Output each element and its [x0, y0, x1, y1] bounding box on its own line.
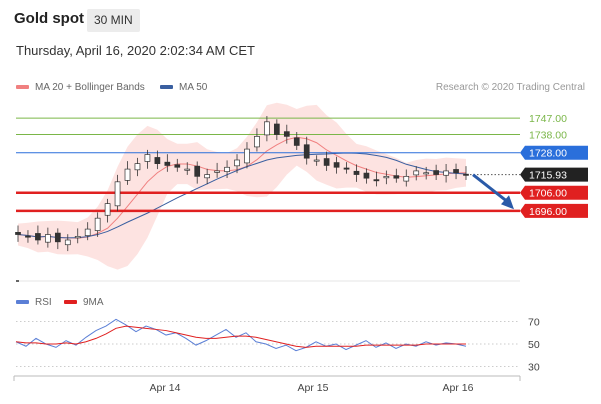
candle-body — [184, 168, 191, 171]
candle-body — [453, 169, 459, 174]
rsi-tick-30: 30 — [528, 361, 540, 373]
last-price-tag — [520, 167, 588, 182]
legend-rsi-ma: 9MA — [64, 297, 104, 308]
candle-body — [244, 148, 250, 164]
candle-body — [293, 137, 300, 146]
rsi-ma-line — [15, 325, 466, 348]
instrument-title: Gold spot — [14, 10, 84, 27]
candle-body — [25, 235, 31, 238]
candle-body — [383, 176, 390, 179]
candle-body — [104, 203, 111, 216]
candle-body — [194, 165, 201, 177]
timestamp: Thursday, April 16, 2020 2:02:34 AM CET — [16, 43, 255, 58]
level-label-1696-00: 1696.00 — [529, 206, 567, 218]
candle-body — [463, 173, 469, 176]
candle-body — [254, 136, 260, 148]
candle-body — [443, 170, 449, 176]
candle-body — [35, 233, 41, 241]
legend-ma50-label: MA 50 — [179, 82, 208, 93]
rsi-line — [15, 318, 467, 352]
candle-body — [373, 179, 380, 182]
legend-rsi-ma-label: 9MA — [83, 297, 104, 308]
bollinger-bands — [18, 102, 466, 270]
x-tick-label: Apr 15 — [298, 382, 329, 394]
credit-text: Research © 2020 Trading Central — [435, 82, 585, 93]
ma50-swatch — [160, 85, 173, 90]
candle-body — [393, 175, 400, 179]
x-tick-label: Apr 14 — [150, 382, 181, 394]
candle-body — [15, 232, 21, 235]
ma50-line — [17, 152, 467, 239]
candle-body — [343, 167, 350, 170]
candle-body — [154, 157, 161, 164]
rsi-ma-swatch — [64, 300, 77, 305]
candle-body — [303, 144, 310, 159]
level-tag-1728-00 — [520, 145, 588, 160]
candle-body — [144, 154, 151, 162]
legend-ma20: MA 20 + Bollinger Bands — [16, 82, 145, 93]
candle-body — [313, 159, 320, 162]
candle-body — [54, 232, 61, 243]
candle-body — [433, 170, 439, 175]
candle-body — [333, 162, 340, 168]
candle-body — [174, 164, 181, 168]
legend-rsi: RSI — [16, 297, 52, 308]
interval-badge[interactable]: 30 MIN — [87, 9, 140, 32]
candle-body — [413, 170, 420, 176]
candle-body — [124, 168, 131, 181]
candle-body — [423, 172, 430, 175]
candle-body — [214, 170, 220, 173]
x-tick-label: Apr 16 — [443, 382, 474, 394]
candle-body — [273, 123, 280, 135]
ma20-swatch — [16, 85, 29, 90]
candle-body — [224, 166, 230, 172]
rsi-tick-70: 70 — [528, 317, 540, 329]
candle-body — [363, 172, 370, 179]
legend-ma50: MA 50 — [160, 82, 207, 93]
rsi-swatch — [16, 300, 29, 305]
candle-body — [45, 234, 51, 243]
rsi-tick-50: 50 — [528, 339, 540, 351]
candle-body — [94, 217, 101, 231]
legend-ma20-label: MA 20 + Bollinger Bands — [35, 82, 145, 93]
legend-rsi-label: RSI — [35, 297, 52, 308]
candle-body — [283, 131, 290, 137]
candle-body — [114, 181, 121, 207]
candle-body — [134, 163, 141, 171]
forecast-arrow-head — [501, 195, 514, 210]
level-label-1738-00: 1738.00 — [529, 130, 567, 142]
candle-body — [234, 159, 240, 167]
candle-body — [64, 239, 71, 246]
candle-body — [84, 228, 91, 236]
last-price-label: 1715.93 — [529, 170, 567, 182]
level-tag-1696-00 — [520, 203, 588, 218]
candle-body — [403, 176, 410, 182]
level-tag-1706-00 — [520, 185, 588, 200]
candle-body — [323, 158, 330, 166]
forecast-arrow — [472, 173, 508, 203]
level-label-1728-00: 1728.00 — [529, 148, 567, 160]
candle-body — [164, 161, 171, 166]
candle-body — [204, 174, 211, 179]
candle-body — [264, 121, 270, 136]
candle-body — [74, 236, 81, 239]
level-label-1747-00: 1747.00 — [529, 113, 567, 125]
level-label-1706-00: 1706.00 — [529, 188, 567, 200]
candle-body — [353, 170, 360, 175]
